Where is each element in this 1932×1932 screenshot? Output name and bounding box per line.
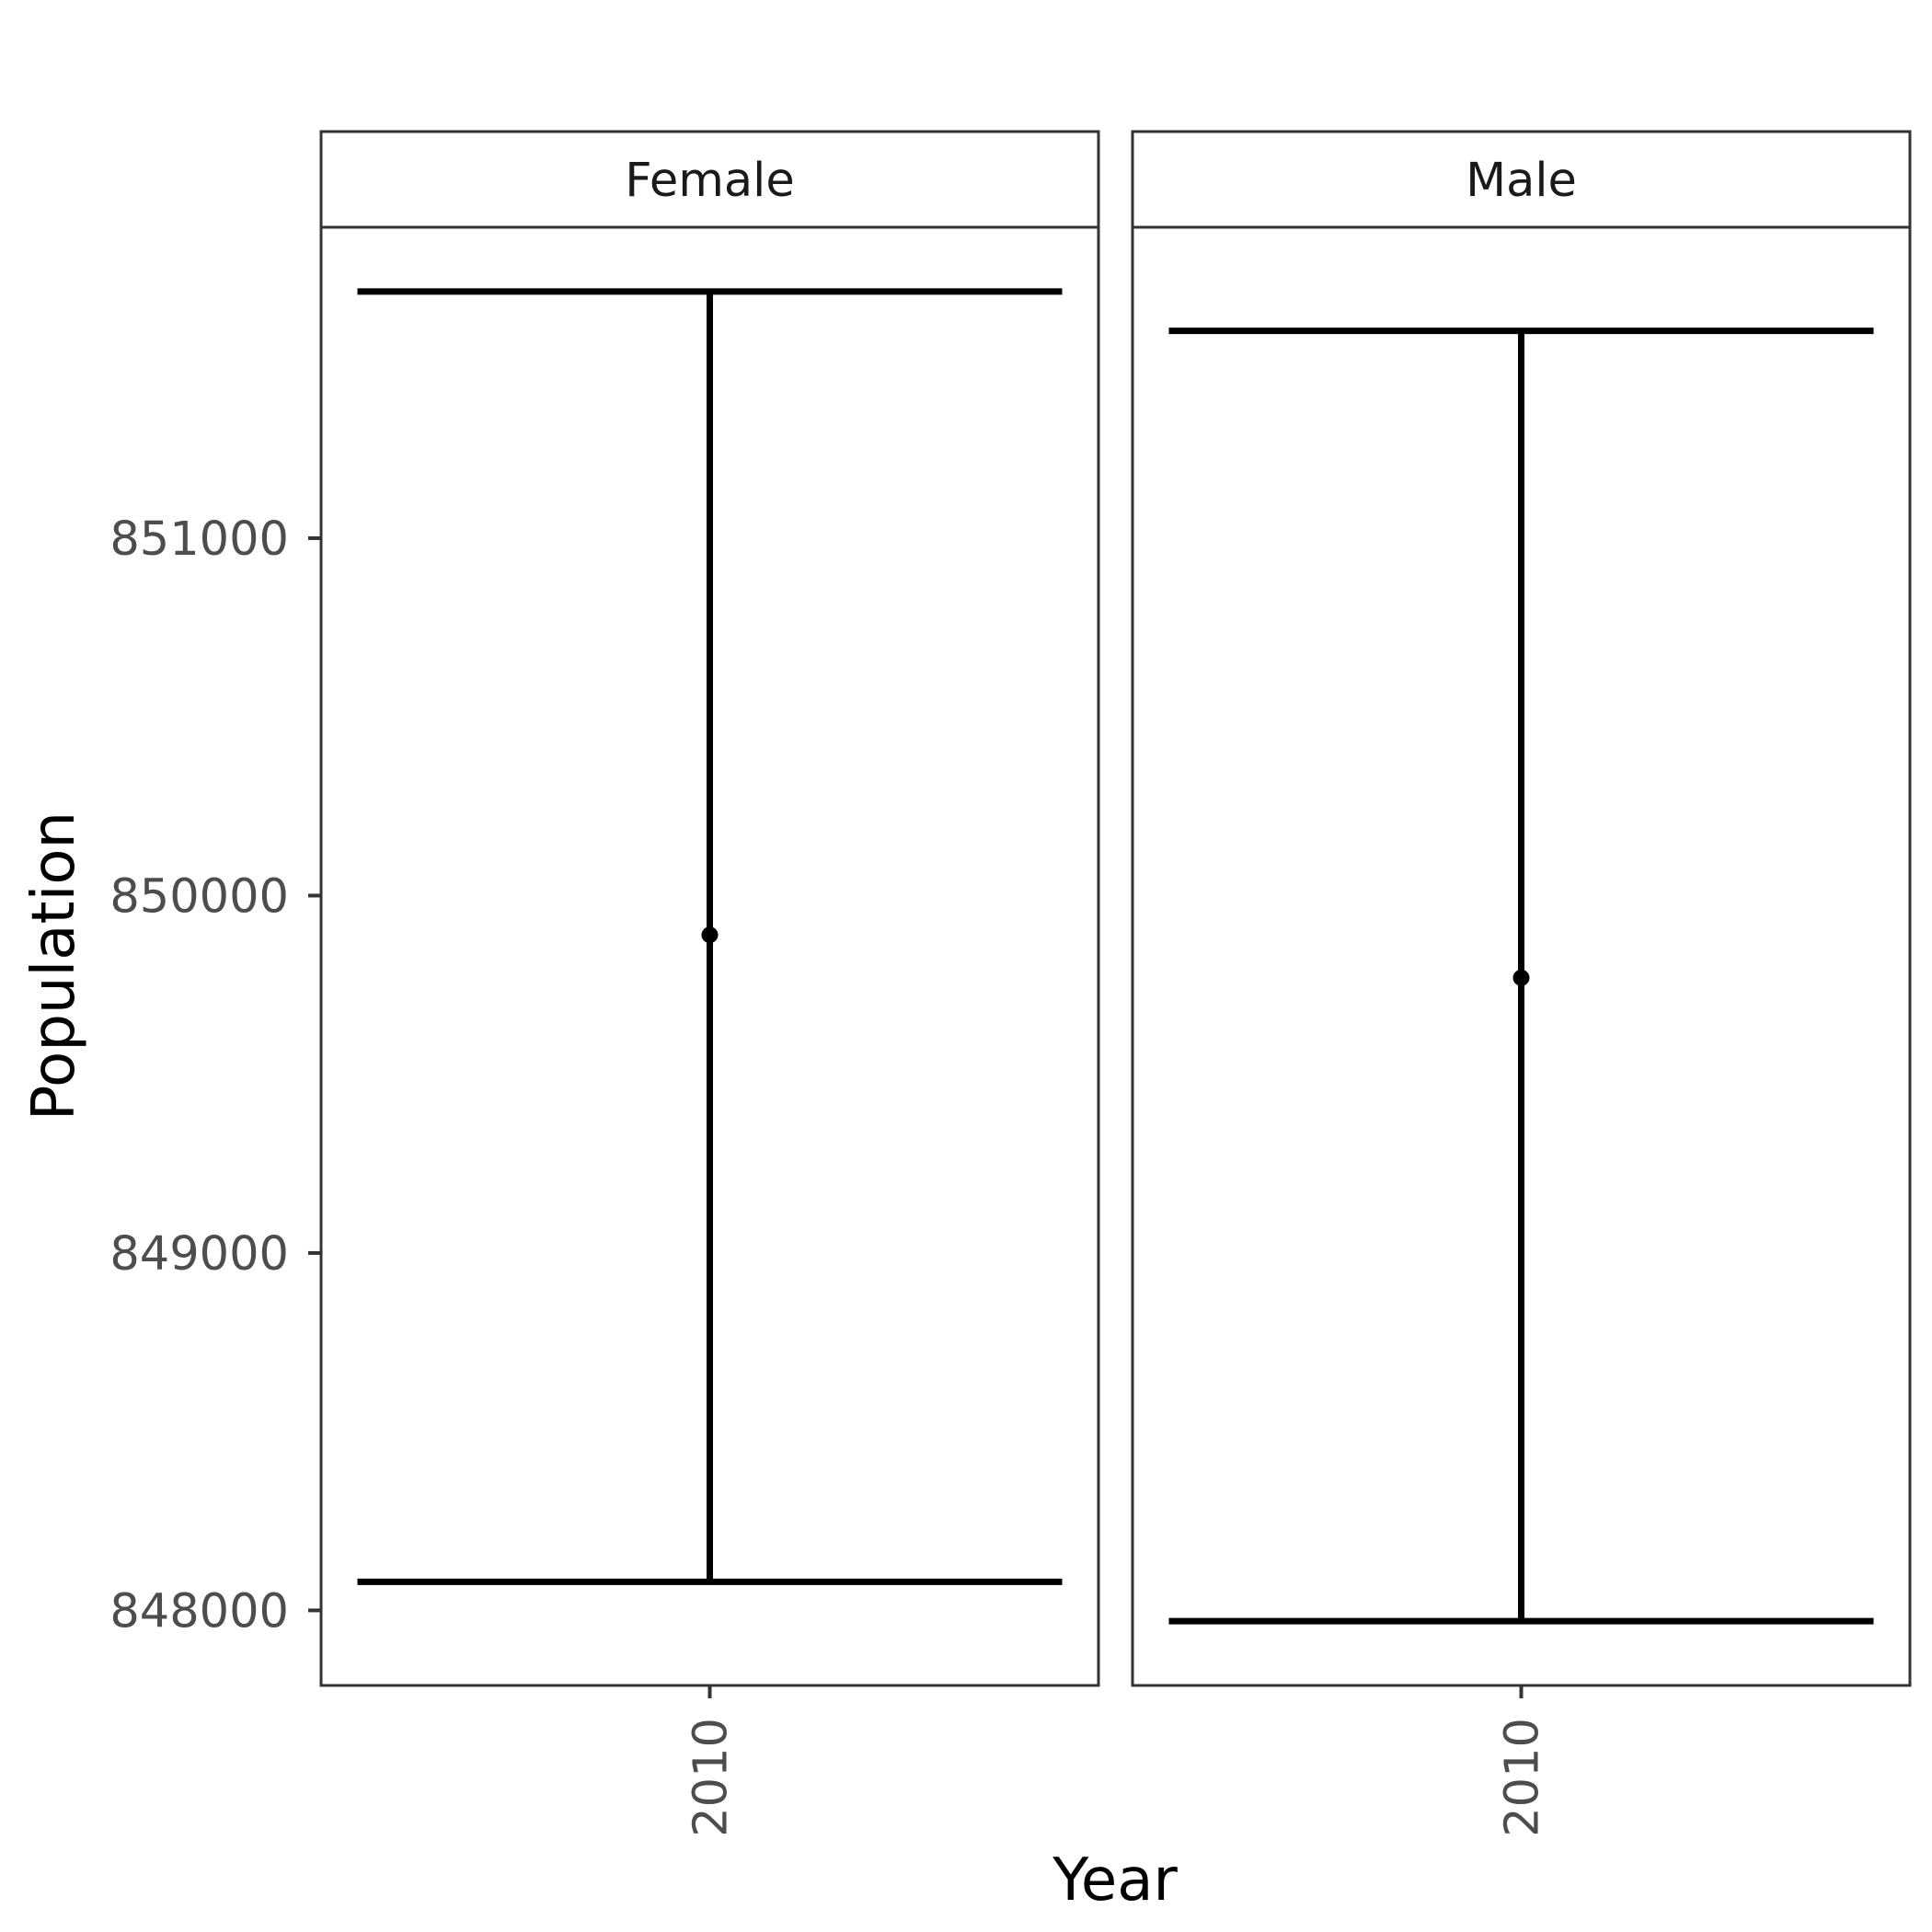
x-tick-label: 2010 [684, 1718, 739, 1837]
panel-male: Male 2010 [1131, 130, 1912, 1837]
x-axis-title: Year [1052, 1846, 1178, 1915]
facet-strip-label: Male [1466, 154, 1577, 208]
y-tick-label: 848000 [109, 1584, 289, 1639]
y-axis-title: Population [20, 811, 88, 1121]
y-tick-label: 850000 [109, 869, 289, 924]
panel-female: Female 2010 [319, 130, 1100, 1837]
mean-point [1512, 969, 1530, 986]
y-tick-label: 851000 [109, 512, 289, 567]
facet-strip-label: Female [625, 154, 794, 208]
x-tick-label: 2010 [1496, 1718, 1550, 1837]
y-tick-label: 849000 [109, 1227, 289, 1282]
mean-point [701, 926, 719, 944]
facet-strip [319, 130, 1100, 229]
